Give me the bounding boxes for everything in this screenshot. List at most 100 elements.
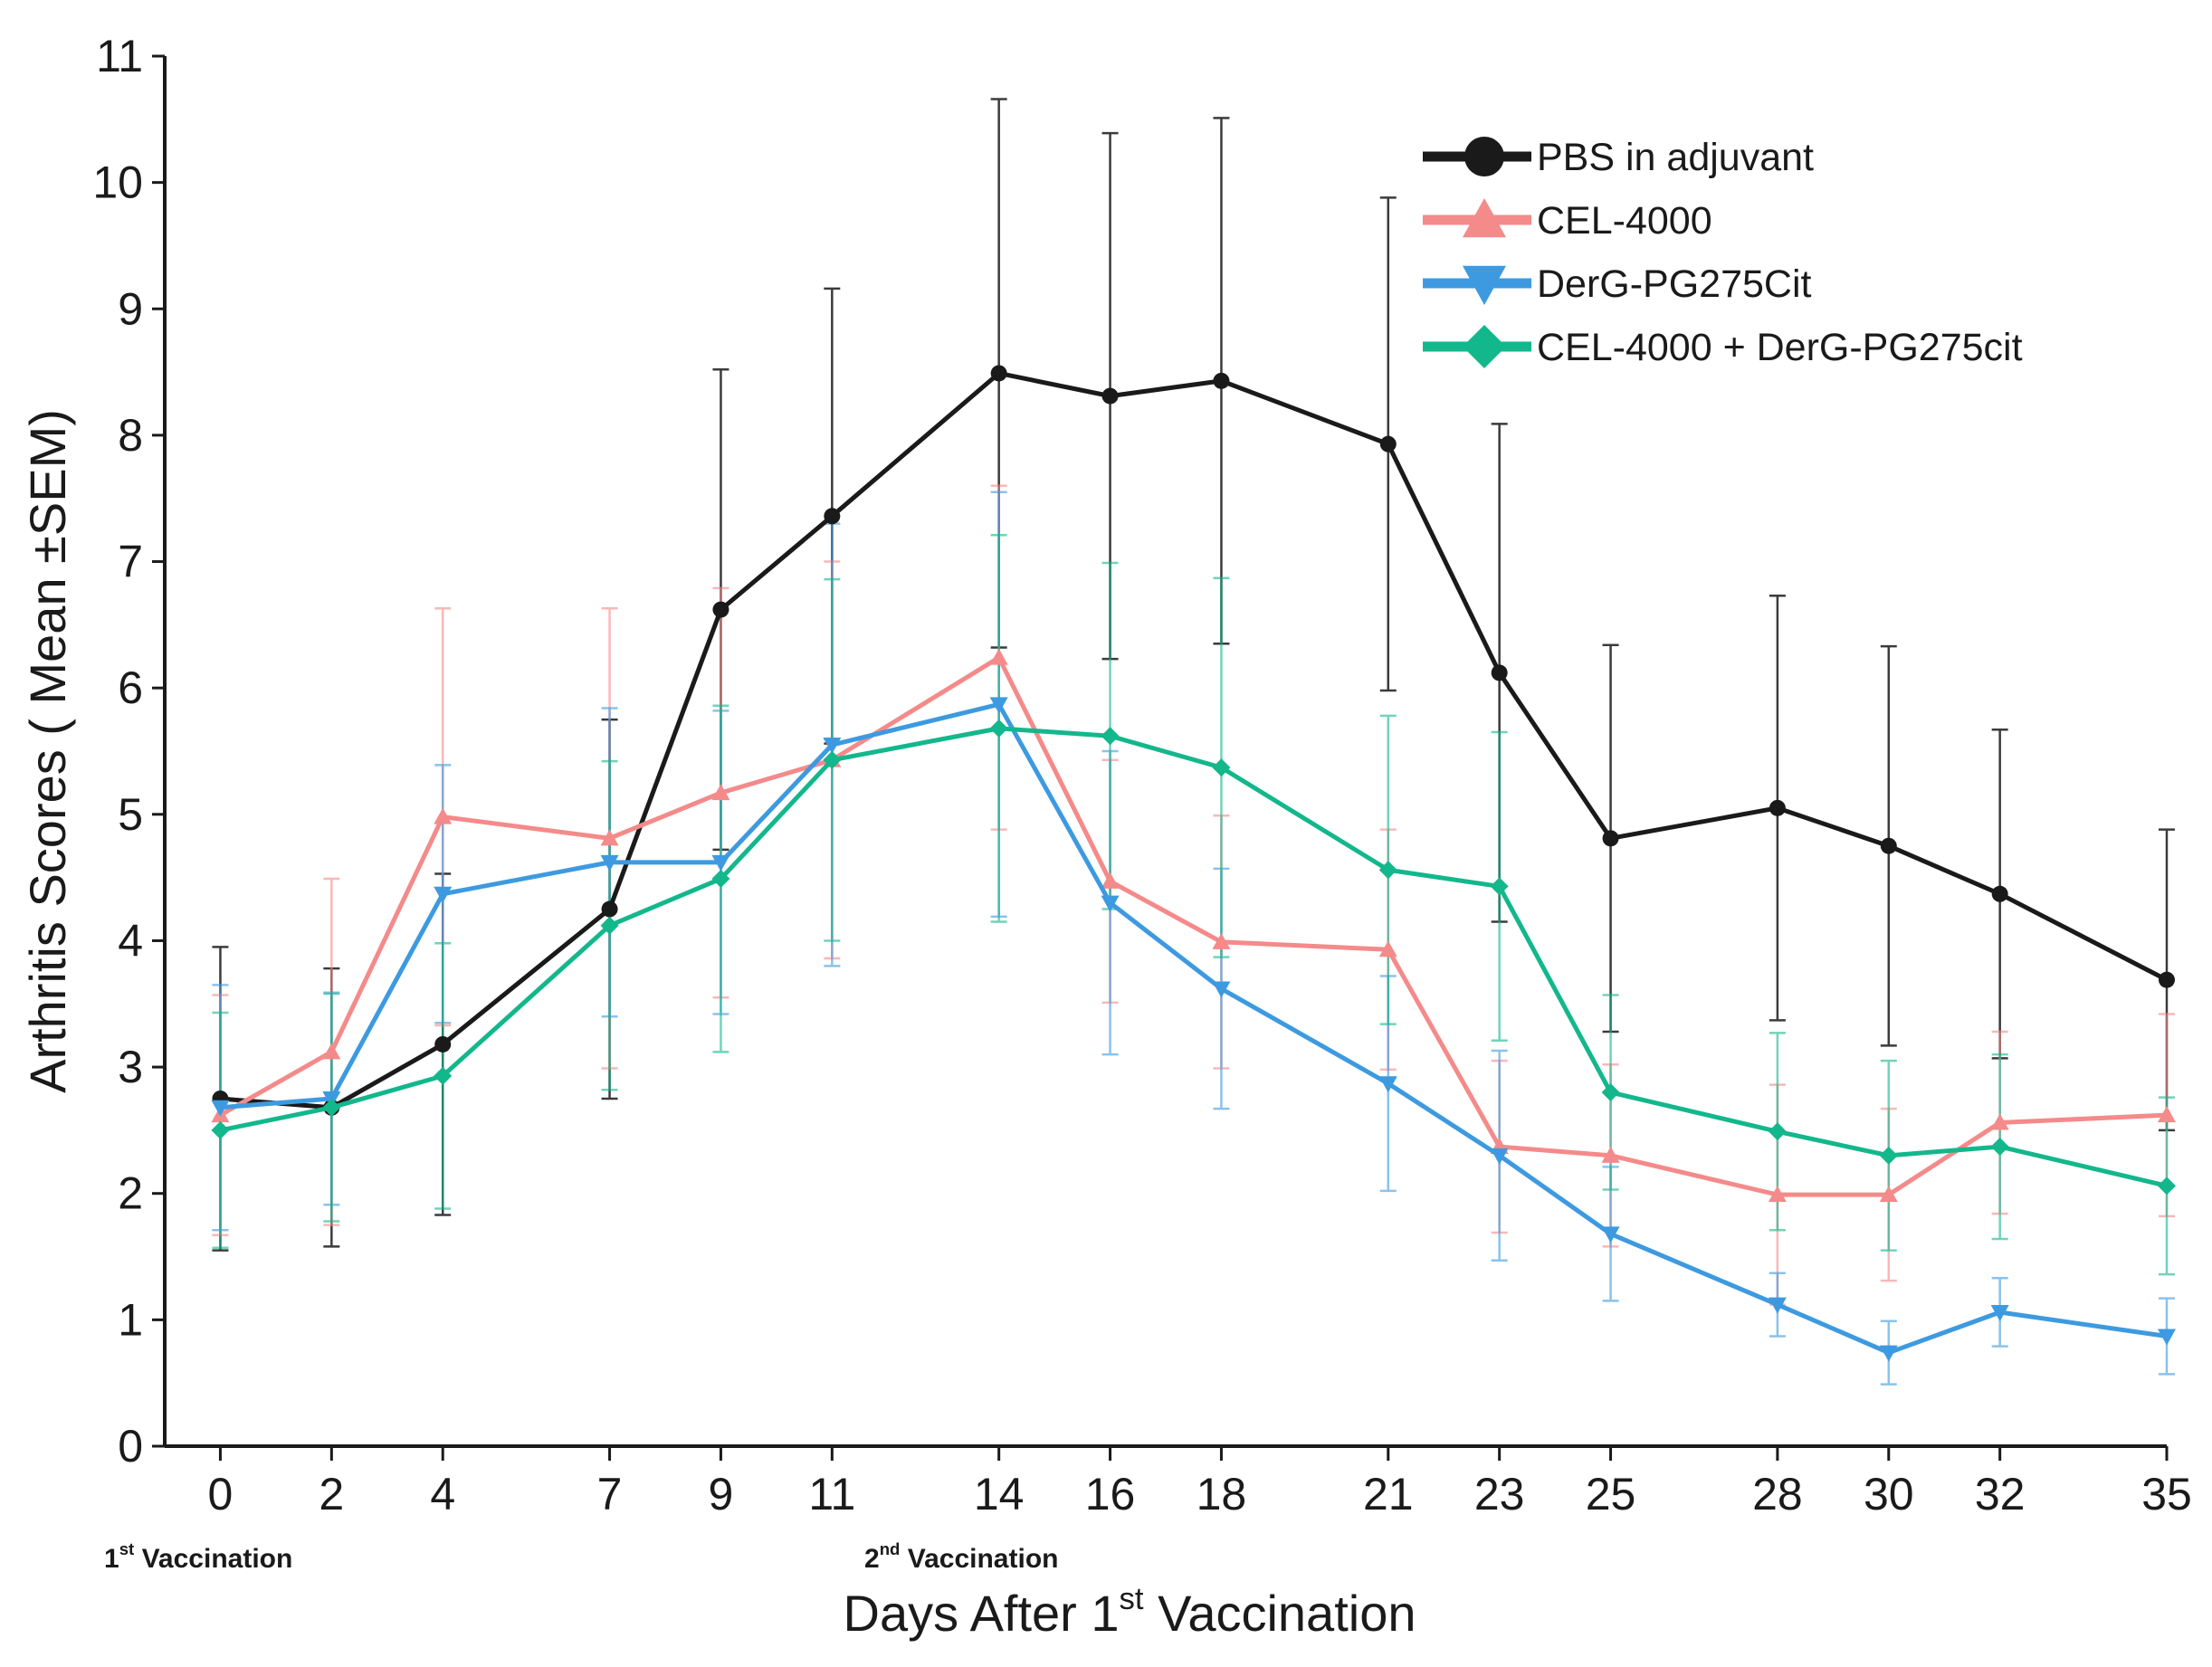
data-point [823, 738, 842, 755]
data-point [1491, 664, 1508, 681]
data-point [990, 365, 1007, 382]
data-point [211, 1120, 230, 1139]
data-point [989, 697, 1008, 714]
x-tick-label: 25 [1586, 1469, 1636, 1519]
x-ticks: 0 2 4 7 9 11 14 16 18 21 23 25 28 30 32 35 [208, 1446, 2192, 1519]
x-tick-label: 11 [808, 1469, 855, 1519]
data-point [434, 1035, 452, 1053]
y-tick-label: 3 [118, 1042, 143, 1092]
legend-label: CEL-4000 + DerG-PG275cit [1537, 326, 2023, 369]
data-point [2159, 971, 2175, 988]
x-tick-label: 0 [208, 1469, 234, 1519]
series-derg-pg275cit [211, 697, 2176, 1362]
series-line [220, 701, 2168, 1356]
data-point [1879, 1186, 1898, 1203]
y-tick-label: 7 [118, 537, 143, 587]
y-tick-label: 10 [92, 157, 143, 208]
error-bars-cel-4000-derg-pg275cit [212, 533, 2175, 1276]
data-point [1379, 435, 1397, 452]
chart-axes [163, 56, 2167, 1448]
data-point [1490, 1148, 1509, 1165]
legend-label: DerG-PG275Cit [1537, 262, 1812, 306]
annotation-second-vaccination: 2nd Vaccination [864, 1539, 1058, 1574]
series-pbs-in-adjuvant [212, 365, 2175, 1116]
data-point [1101, 872, 1120, 889]
data-point [600, 829, 619, 846]
x-tick-label: 21 [1363, 1469, 1414, 1519]
series-cel-4000 [211, 648, 2176, 1203]
data-point [1768, 1297, 1787, 1314]
data-point [600, 854, 619, 872]
series-cel-4000-derg-pg275cit [211, 719, 2176, 1195]
legend-item-pbs-in-adjuvant: PBS in adjuvant [1423, 136, 1814, 179]
data-point [1880, 837, 1897, 854]
y-tick-label: 4 [118, 915, 143, 966]
error-bars-cel-4000 [212, 484, 2175, 1306]
data-point [712, 601, 729, 618]
data-point [1601, 1146, 1620, 1163]
legend-marker [1464, 137, 1504, 176]
data-point [322, 1098, 341, 1117]
data-point [1378, 1076, 1397, 1093]
data-point [1991, 885, 2008, 902]
data-point [1378, 861, 1397, 880]
data-point [1212, 932, 1231, 949]
data-point [600, 916, 619, 935]
data-point [2158, 1329, 2176, 1346]
data-point [1768, 1122, 1787, 1141]
y-tick-label: 6 [118, 662, 143, 713]
data-point [211, 1100, 230, 1117]
data-point [711, 870, 730, 889]
y-tick-label: 1 [118, 1294, 143, 1345]
data-point [322, 1043, 341, 1060]
data-point [1213, 372, 1230, 389]
data-point [989, 719, 1008, 738]
x-tick-label: 16 [1085, 1469, 1136, 1519]
x-tick-label: 18 [1197, 1469, 1247, 1519]
x-tick-label: 14 [974, 1469, 1025, 1519]
error-bars-derg-pg275cit [212, 491, 2175, 1386]
data-point [1769, 799, 1786, 816]
data-point [1601, 1226, 1620, 1243]
x-tick-label: 30 [1864, 1469, 1914, 1519]
data-point [711, 854, 730, 872]
data-point [824, 508, 841, 525]
y-tick-label: 5 [118, 789, 143, 840]
y-axis-title: Arthritis Scores ( Mean ±SEM) [19, 409, 76, 1093]
data-point [1602, 830, 1619, 847]
x-tick-label: 32 [1975, 1469, 2026, 1519]
y-tick-label: 0 [118, 1421, 143, 1472]
y-tick-label: 8 [118, 410, 143, 461]
data-point [2158, 1106, 2176, 1123]
legend-label: CEL-4000 [1537, 199, 1712, 243]
legend-item-cel-4000-derg-pg275cit: CEL-4000 + DerG-PG275cit [1423, 325, 2023, 369]
data-point [601, 900, 618, 918]
y-tick-label: 9 [118, 283, 143, 334]
data-point [1101, 387, 1119, 405]
x-tick-label: 35 [2141, 1469, 2192, 1519]
data-point [1990, 1304, 2009, 1321]
data-point [434, 886, 453, 903]
data-point [1101, 895, 1120, 912]
series-line [220, 370, 2169, 1110]
annotation-first-vaccination: 1st Vaccination [104, 1539, 292, 1574]
legend-marker [1463, 265, 1506, 305]
legend-label: PBS in adjuvant [1537, 136, 1814, 179]
data-point [989, 648, 1008, 665]
error-bars-pbs-in-adjuvant [212, 98, 2175, 1252]
data-point [1212, 758, 1231, 777]
x-tick-label: 2 [319, 1469, 344, 1519]
x-axis-title: Days After 1st Vaccination [844, 1582, 1416, 1642]
data-point [1378, 940, 1397, 957]
data-point [1879, 1345, 1898, 1362]
data-point [1879, 1146, 1898, 1165]
x-tick-label: 7 [597, 1469, 623, 1519]
legend: PBS in adjuvant CEL-4000 DerG-PG275Cit CEL-… [1423, 136, 2023, 369]
data-point [1212, 981, 1231, 998]
data-point [711, 784, 730, 801]
series-line [219, 726, 2168, 1188]
y-ticks: 0 1 2 3 4 5 6 7 8 9 10 11 [92, 31, 165, 1472]
data-point [434, 807, 453, 824]
data-point [1490, 877, 1509, 896]
